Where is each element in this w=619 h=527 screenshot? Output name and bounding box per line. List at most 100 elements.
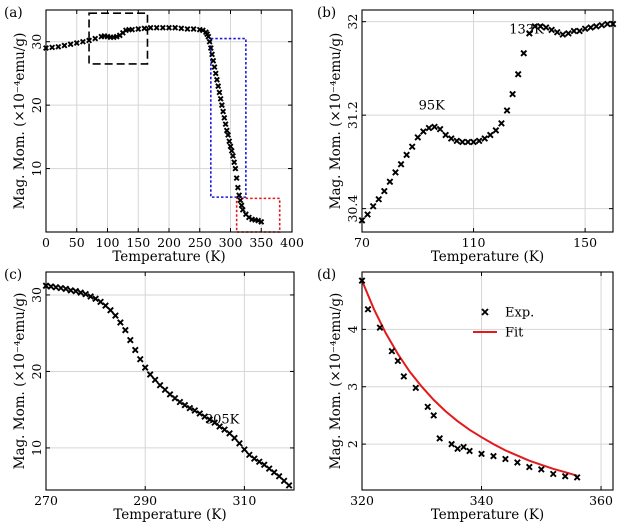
y-tick-label: 10 [29,440,44,456]
data-point [548,26,556,34]
data-point [549,470,557,478]
data-point [47,283,55,290]
x-tick-label: 250 [188,235,212,250]
data-point [525,29,533,37]
data-point [218,102,225,109]
y-axis-label: Mag. Mom. (×10⁻⁴emu/g) [328,33,344,210]
data-point [62,285,70,293]
data-point [216,423,223,430]
data-point [191,407,199,414]
data-point [196,410,204,417]
data-point [478,450,485,458]
y-tick-label: 32 [345,14,360,30]
data-point [181,401,189,409]
fit-line [361,280,578,477]
panel-3: 270 290 310 10 20 30 Temperature (K) Mag. Mom. … [4,267,295,523]
data-point [55,43,62,50]
y-axis-label: Mag. Mom. (×10⁻⁴emu/g) [12,293,28,470]
data-point [217,95,224,102]
x-tick-label: 150 [573,235,597,250]
data-point [166,24,172,31]
legend: Exp. Fit [473,306,534,341]
data-point [206,416,214,423]
data-point [231,434,238,442]
data-point [448,440,456,448]
data-point [73,40,80,46]
highlight-box-black [88,12,149,65]
data-point [190,26,197,33]
data-point [153,24,160,31]
panel-1: 0 50 100 150 200 250 300 350 400 10 20 30 Temperatur… [4,5,304,265]
data-point [201,413,209,420]
data-point [213,76,220,83]
x-tick-label: 270 [34,493,58,508]
data-point [424,403,432,411]
data-point [77,289,85,297]
data-point [258,218,265,225]
data-point [121,326,129,334]
data-point [414,133,422,141]
data-point [211,64,218,71]
data-point [430,412,438,419]
y-tick-label: 2 [345,440,360,448]
data-point [52,283,60,291]
data-point [232,165,239,172]
data-point [442,131,450,139]
data-point [459,138,466,146]
data-point [403,151,410,159]
data-point [184,26,191,33]
x-axis-label: Temperature (K) [113,507,226,523]
data-point [490,452,497,460]
data-point [215,83,222,90]
panel-label: (d) [317,267,336,283]
y-axis-label: Mag. Mom. (×10⁻⁴emu/g) [328,293,344,470]
data-point [227,143,234,150]
plot-frame [361,271,614,491]
data-point [222,121,229,128]
highlight-box-red [235,197,281,233]
data-point [509,90,516,98]
data-point [67,286,75,294]
x-tick-label: 340 [470,493,494,508]
data-point [176,398,184,406]
data-point [520,49,528,57]
panel-4: 320 340 360 2 3 4 Temperature (K) Mag. Mom. (×1… [317,267,614,523]
data-point [537,465,545,473]
plot-frame [45,271,295,491]
data-point [220,108,227,115]
data-point [112,312,119,319]
data-point [221,114,228,121]
data-point [375,195,383,203]
data-point [236,192,243,199]
data-point [431,123,438,131]
data-point [388,347,396,355]
data-point [386,178,394,186]
data-point [576,27,583,35]
data-point [412,384,420,392]
data-point [135,26,142,33]
y-tick-label: 20 [29,97,44,113]
x-tick-label: 100 [96,235,120,250]
data-point [464,138,472,146]
data-point [408,143,416,151]
data-point [126,336,134,344]
data-point [525,463,533,471]
x-tick-label: 150 [126,235,150,250]
data-point [255,458,263,466]
x-tick-label: 350 [249,235,273,250]
data-point [205,33,212,40]
data-point [229,152,236,159]
y-tick-label: 30.4 [345,195,360,223]
data-point [280,477,288,485]
data-point [234,184,241,191]
x-tick-label: 70 [354,235,370,250]
data-point [212,70,219,77]
panel-label: (a) [4,5,23,21]
data-point [226,430,233,437]
data-point [141,364,149,371]
x-tick-label: 300 [219,235,243,250]
annotation: 95K [419,98,446,113]
data-point [394,357,402,365]
data-point [425,124,433,132]
data-point [481,308,489,316]
